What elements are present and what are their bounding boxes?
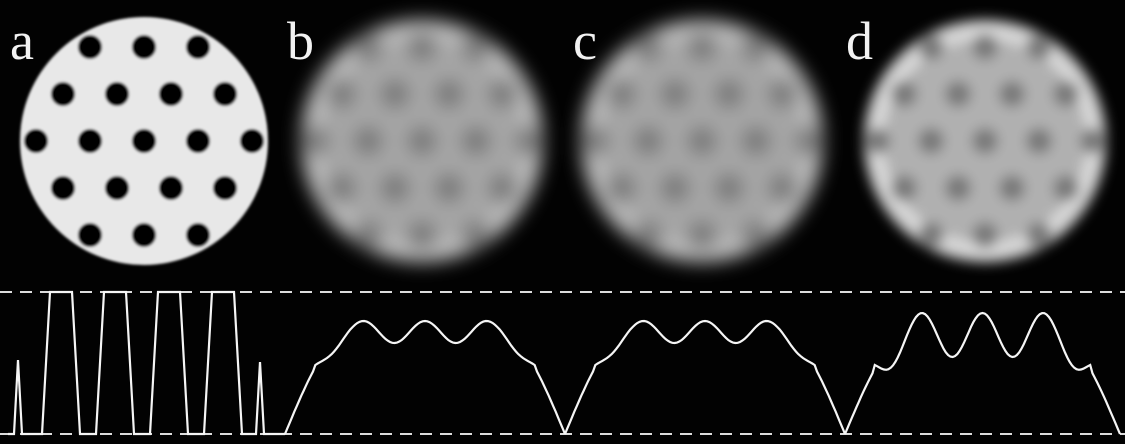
disk-image-b bbox=[299, 19, 545, 263]
hole bbox=[918, 128, 944, 154]
hole bbox=[579, 126, 609, 156]
hole bbox=[660, 79, 690, 109]
hole bbox=[1026, 222, 1052, 248]
hole bbox=[326, 79, 356, 109]
hole bbox=[633, 126, 663, 156]
disk-image-d bbox=[863, 19, 1107, 263]
hole bbox=[213, 82, 237, 106]
hole bbox=[213, 176, 237, 200]
hole bbox=[434, 173, 464, 203]
hole bbox=[461, 220, 491, 250]
hole bbox=[353, 126, 383, 156]
hole bbox=[972, 34, 998, 60]
hole bbox=[795, 126, 825, 156]
hole bbox=[918, 34, 944, 60]
hole bbox=[353, 220, 383, 250]
hole bbox=[864, 128, 890, 154]
hole bbox=[714, 79, 744, 109]
hole bbox=[380, 79, 410, 109]
hole bbox=[633, 220, 663, 250]
hole bbox=[186, 223, 210, 247]
hole bbox=[380, 173, 410, 203]
hole bbox=[687, 32, 717, 62]
intensity-profile-c bbox=[563, 319, 847, 435]
hole bbox=[488, 173, 518, 203]
hole bbox=[714, 173, 744, 203]
hole bbox=[1080, 128, 1106, 154]
hole bbox=[741, 126, 771, 156]
hole bbox=[515, 126, 545, 156]
hole bbox=[1053, 81, 1079, 107]
hole bbox=[972, 222, 998, 248]
intensity-profile-d bbox=[843, 311, 1122, 435]
hole bbox=[51, 176, 75, 200]
hole bbox=[461, 126, 491, 156]
hole bbox=[159, 176, 183, 200]
hole bbox=[105, 82, 129, 106]
hole bbox=[1026, 128, 1052, 154]
hole bbox=[633, 32, 663, 62]
hole bbox=[353, 32, 383, 62]
hole bbox=[606, 173, 636, 203]
hole bbox=[78, 35, 102, 59]
hole bbox=[972, 128, 998, 154]
hole bbox=[741, 32, 771, 62]
disk-image-c bbox=[579, 19, 825, 263]
hole bbox=[240, 129, 264, 153]
hole bbox=[132, 223, 156, 247]
hole bbox=[945, 81, 971, 107]
hole bbox=[918, 222, 944, 248]
hole bbox=[186, 129, 210, 153]
hole bbox=[407, 126, 437, 156]
hole bbox=[326, 173, 356, 203]
hole bbox=[132, 129, 156, 153]
hole bbox=[24, 129, 48, 153]
hole bbox=[660, 173, 690, 203]
hole bbox=[407, 220, 437, 250]
hole bbox=[407, 32, 437, 62]
hole bbox=[78, 223, 102, 247]
hole bbox=[159, 82, 183, 106]
hole bbox=[687, 220, 717, 250]
hole bbox=[768, 173, 798, 203]
intensity-profile-b bbox=[283, 319, 567, 435]
disk-image-a bbox=[20, 17, 268, 265]
panel-label-a: a bbox=[10, 11, 34, 71]
hole bbox=[299, 126, 329, 156]
panel-label-c: c bbox=[573, 11, 597, 71]
hole bbox=[132, 35, 156, 59]
hole bbox=[78, 129, 102, 153]
hole bbox=[999, 81, 1025, 107]
hole bbox=[186, 35, 210, 59]
hole bbox=[768, 79, 798, 109]
hole bbox=[1053, 175, 1079, 201]
panel-label-b: b bbox=[287, 11, 314, 71]
hole bbox=[461, 32, 491, 62]
hole bbox=[945, 175, 971, 201]
hole bbox=[51, 82, 75, 106]
hole bbox=[741, 220, 771, 250]
hole bbox=[606, 79, 636, 109]
hole bbox=[1026, 34, 1052, 60]
panel-label-d: d bbox=[846, 11, 873, 71]
hole bbox=[434, 79, 464, 109]
hole bbox=[891, 175, 917, 201]
hole bbox=[999, 175, 1025, 201]
hole bbox=[488, 79, 518, 109]
hole bbox=[687, 126, 717, 156]
intensity-profile-a bbox=[8, 290, 285, 436]
hole bbox=[105, 176, 129, 200]
hole bbox=[891, 81, 917, 107]
